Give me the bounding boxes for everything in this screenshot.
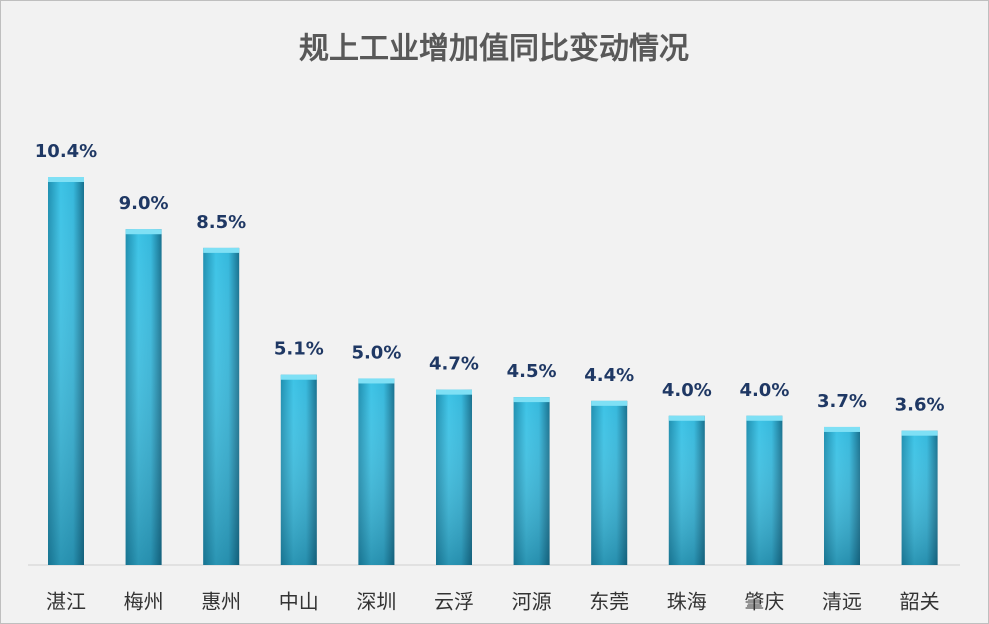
bar-cap: [203, 247, 240, 253]
bar-cap: [824, 426, 860, 432]
bar-shade: [203, 247, 240, 565]
bar-cap: [746, 415, 783, 421]
value-label: 5.0%: [351, 342, 401, 363]
value-label: 10.4%: [35, 141, 97, 162]
bar-shade: [746, 415, 783, 565]
bar-shade: [668, 415, 705, 565]
value-label: 4.7%: [429, 354, 479, 375]
value-label: 4.4%: [584, 365, 634, 386]
value-label: 4.5%: [507, 361, 557, 382]
x-tick-label: 深圳: [356, 590, 396, 614]
bar-cap: [358, 378, 395, 384]
x-tick-label: 清远: [822, 590, 862, 614]
x-tick-label: 中山: [279, 590, 319, 614]
bar-cap: [48, 177, 84, 182]
bar-shade: [48, 177, 84, 565]
bar-cap: [280, 374, 317, 380]
bar-shade: [824, 426, 860, 565]
bar-shade: [280, 374, 317, 565]
x-tick-label: 河源: [512, 590, 552, 614]
value-label: 3.7%: [817, 391, 867, 412]
bar-cap: [436, 389, 472, 395]
bar-shade: [513, 397, 550, 565]
x-tick-label: 惠州: [201, 590, 241, 614]
bar-shade: [125, 229, 162, 565]
chart-title: 规上工业增加值同比变动情况: [299, 32, 689, 67]
x-tick-label: 珠海: [667, 590, 707, 614]
x-tick-label: 云浮: [434, 590, 474, 614]
bar-cap: [668, 415, 705, 421]
x-tick-label: 湛江: [46, 590, 86, 614]
value-label: 9.0%: [119, 193, 169, 214]
bar-cap: [513, 397, 550, 403]
x-tick-label: 梅州: [124, 590, 164, 614]
x-tick-label: 东莞: [589, 590, 629, 614]
bar-shade: [358, 378, 395, 565]
value-label: 8.5%: [196, 212, 246, 233]
bar-shade: [436, 389, 472, 565]
value-label: 4.0%: [739, 380, 789, 401]
bar-cap: [901, 430, 938, 436]
value-label: 4.0%: [662, 380, 712, 401]
bar-cap: [125, 229, 162, 235]
value-label: 3.6%: [895, 395, 945, 416]
x-tick-label: 肇庆: [744, 590, 784, 614]
bar-cap: [591, 400, 628, 406]
bar-shade: [901, 430, 938, 565]
value-label: 5.1%: [274, 339, 324, 360]
x-tick-label: 韶关: [900, 590, 940, 614]
bar-shade: [591, 400, 628, 565]
